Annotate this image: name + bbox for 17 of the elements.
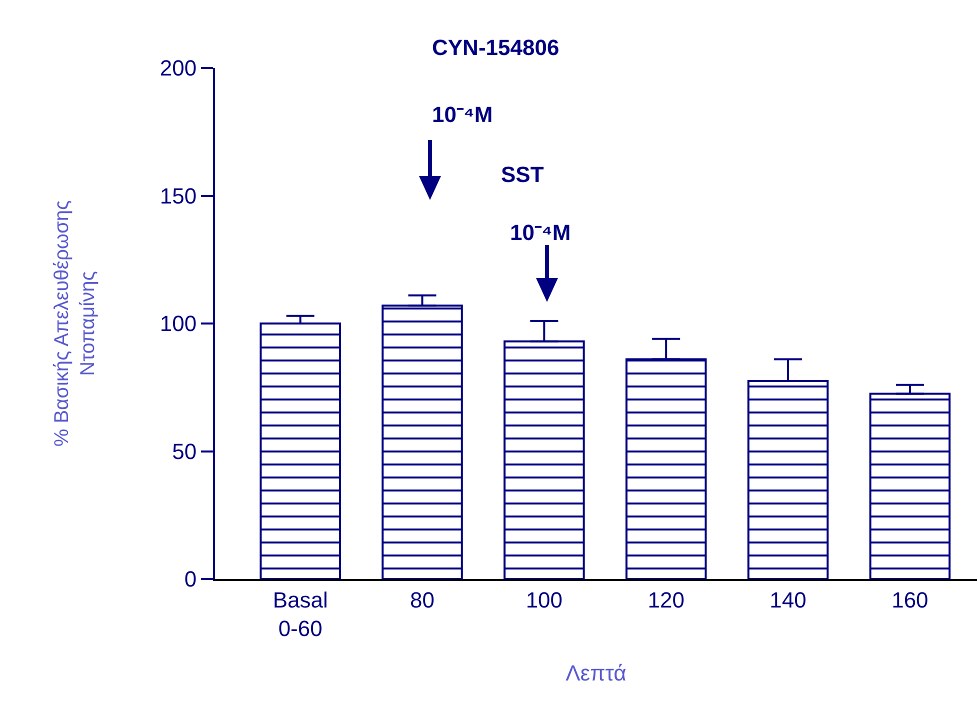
text: CYN-154806 [432,35,560,60]
x-tick-label: 80 [410,587,434,612]
annotation: 10⁻⁴M [510,220,571,245]
annotation: SST [501,162,544,187]
y-tick-label: 0 [184,566,197,592]
x-tick-label: Basal 0-60 [272,587,328,641]
y-axis-title: % Βασικής Απελευθέρωσης Ντοπαμίνης [50,200,99,447]
y-tick-label: 100 [160,311,197,336]
y-tick-label: 150 [160,183,197,208]
y-tick-label: 200 [160,56,197,81]
x-tick-label: 140 [770,587,806,612]
x-tick-label: 120 [648,587,684,612]
x-tick-label: 160 [892,587,928,612]
y-tick-label: 50 [172,438,197,464]
x-tick-label: 100 [526,587,563,612]
x-axis-title: Λεπτά [566,660,627,686]
annotation: 10⁻⁴M [432,102,493,127]
